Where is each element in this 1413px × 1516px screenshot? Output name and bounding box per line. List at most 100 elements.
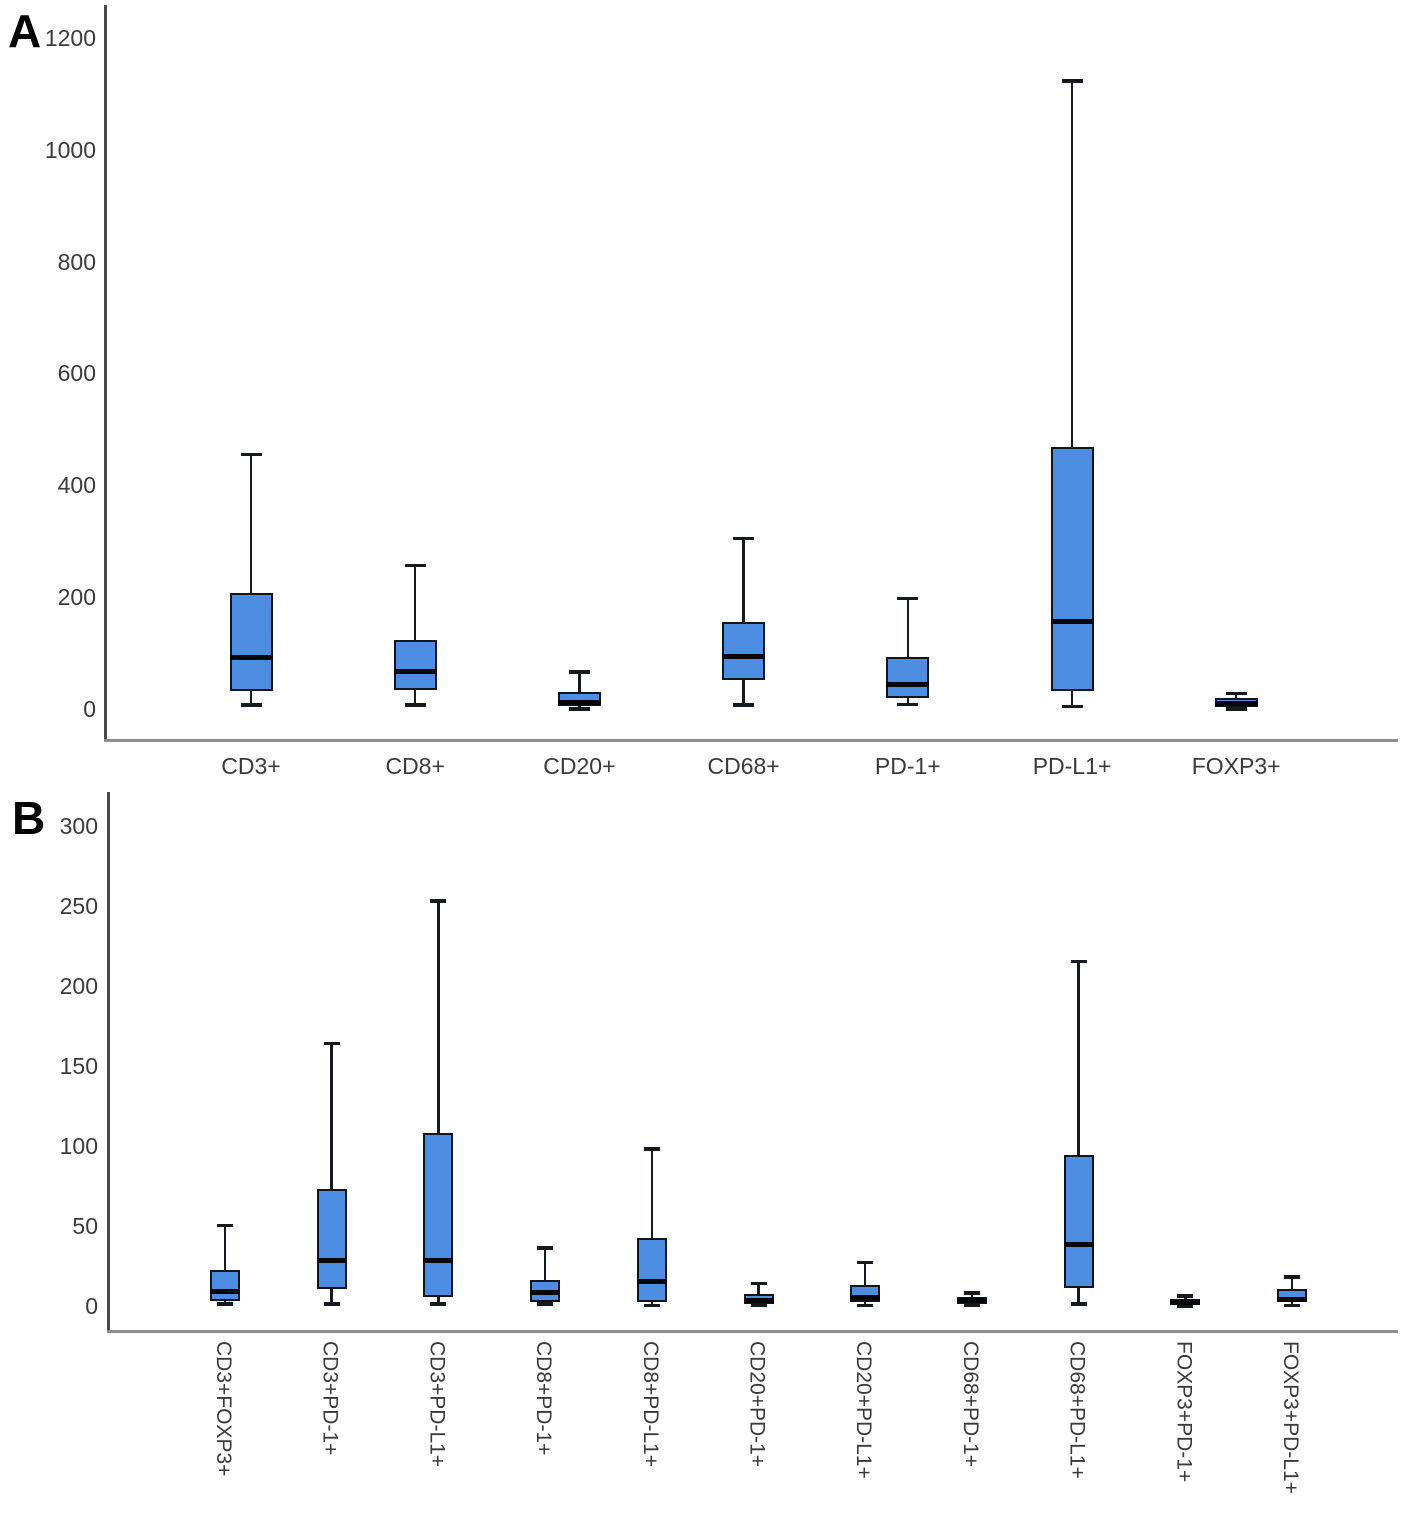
whisker-cap-high-CD68+PD-1+: [963, 1291, 980, 1295]
whisker-cap-high-CD3+: [240, 452, 262, 457]
iqr-box-CD3+FOXP3+: [210, 1270, 240, 1301]
y-axis-tick-label: 100: [59, 1133, 98, 1159]
whisker-line-CD20+PD-L1+: [863, 1262, 867, 1306]
whisker-cap-low-CD8+PD-1+: [537, 1302, 554, 1306]
x-axis-label-PD-L1+: PD-L1+: [1032, 753, 1112, 779]
median-line-CD3+PD-1+: [316, 1258, 347, 1264]
whisker-cap-high-CD3+PD-L1+: [430, 899, 447, 903]
median-line-CD20+: [557, 699, 601, 705]
whisker-cap-low-CD68+: [733, 703, 755, 707]
whisker-cap-high-FOXP3+PD-1+: [1177, 1294, 1194, 1298]
median-line-CD8+PD-L1+: [636, 1278, 667, 1284]
whisker-cap-low-CD20+PD-L1+: [857, 1303, 874, 1308]
whisker-cap-low-CD68+PD-1+: [963, 1303, 980, 1308]
x-axis-label-CD68+: CD68+: [707, 753, 780, 779]
y-axis-tick-label: 250: [59, 893, 98, 919]
whisker-cap-high-CD20+: [568, 670, 590, 674]
x-axis-label-CD20+PD-L1+: CD20+PD-L1+: [852, 1341, 876, 1479]
whisker-cap-low-CD20+PD-1+: [750, 1303, 767, 1308]
iqr-box-CD8+PD-L1+: [636, 1238, 667, 1303]
median-line-CD8+PD-1+: [530, 1290, 561, 1296]
median-line-FOXP3+PD-L1+: [1277, 1296, 1307, 1302]
whisker-line-CD8+PD-L1+: [650, 1148, 654, 1306]
iqr-box-CD3+: [229, 593, 273, 691]
whisker-line-CD8+: [413, 565, 417, 705]
whisker-cap-low-FOXP3+PD-1+: [1177, 1304, 1194, 1309]
whisker-cap-low-PD-L1+: [1061, 704, 1083, 709]
y-axis-tick-label: 0: [83, 696, 96, 722]
y-axis-line: [104, 5, 107, 740]
median-line-CD68+: [722, 653, 766, 659]
x-axis-line: [107, 1330, 1398, 1333]
iqr-box-CD68+PD-L1+: [1063, 1155, 1094, 1288]
median-line-PD-1+: [886, 682, 930, 688]
y-axis-tick-label: 800: [57, 248, 96, 275]
whisker-cap-low-CD68+PD-L1+: [1070, 1302, 1087, 1306]
whisker-cap-low-PD-1+: [897, 702, 919, 707]
x-axis-label-CD68+PD-1+: CD68+PD-1+: [958, 1341, 982, 1468]
x-axis-label-CD3+PD-L1+: CD3+PD-L1+: [425, 1341, 449, 1468]
whisker-line-CD68+PD-L1+: [1077, 961, 1080, 1304]
y-axis-tick-label: 150: [59, 1053, 98, 1079]
median-line-FOXP3+PD-1+: [1170, 1299, 1201, 1305]
whisker-cap-high-CD8+PD-1+: [537, 1246, 554, 1250]
median-line-PD-L1+: [1050, 618, 1094, 624]
y-axis-tick-label: 400: [57, 472, 96, 499]
median-line-CD3+: [229, 654, 273, 660]
median-line-CD68+PD-L1+: [1063, 1242, 1094, 1248]
x-axis-label-CD3+FOXP3+: CD3+FOXP3+: [212, 1341, 236, 1477]
median-line-CD20+PD-L1+: [850, 1294, 881, 1300]
x-axis-label-CD8+PD-1+: CD8+PD-1+: [532, 1341, 556, 1456]
iqr-box-PD-L1+: [1050, 447, 1094, 691]
x-axis-label-CD20+PD-1+: CD20+PD-1+: [745, 1341, 769, 1468]
median-line-CD3+PD-L1+: [423, 1258, 454, 1264]
whisker-line-CD3+: [249, 454, 253, 705]
iqr-box-CD8+: [393, 640, 437, 690]
whisker-cap-low-CD3+PD-L1+: [430, 1302, 447, 1306]
whisker-cap-high-CD68+PD-L1+: [1070, 959, 1087, 964]
whisker-cap-high-CD68+: [733, 536, 755, 541]
x-axis-label-CD3+: CD3+: [221, 753, 281, 779]
y-axis-tick-label: 600: [57, 360, 96, 387]
iqr-box-CD3+PD-1+: [316, 1188, 347, 1290]
iqr-box-PD-1+: [886, 656, 930, 699]
whisker-cap-high-CD20+PD-L1+: [857, 1260, 874, 1265]
whisker-cap-high-CD8+PD-L1+: [643, 1147, 660, 1151]
whisker-line-CD3+PD-L1+: [437, 900, 440, 1304]
y-axis-tick-label: 1000: [44, 136, 96, 163]
median-line-CD68+PD-1+: [956, 1298, 987, 1304]
whisker-cap-low-CD3+: [240, 703, 262, 707]
x-axis-label-CD20+: CD20+: [543, 753, 616, 779]
y-axis-line: [107, 792, 110, 1331]
iqr-box-CD68+: [722, 622, 766, 680]
whisker-cap-low-CD20+: [568, 707, 590, 711]
x-axis-label-CD8+: CD8+: [385, 753, 445, 779]
median-line-FOXP3+: [1214, 700, 1258, 706]
panel-a-letter: A: [8, 5, 42, 57]
x-axis-label-FOXP3+PD-L1+: FOXP3+PD-L1+: [1279, 1341, 1303, 1494]
y-axis-tick-label: 300: [59, 813, 98, 839]
x-axis-label-FOXP3+PD-1+: FOXP3+PD-1+: [1172, 1341, 1196, 1483]
y-axis-tick-label: 50: [72, 1213, 98, 1239]
median-line-CD20+PD-1+: [743, 1298, 774, 1304]
y-axis-tick-label: 200: [59, 973, 98, 999]
y-axis-tick-label: 1200: [44, 24, 96, 51]
whisker-line-CD3+FOXP3+: [223, 1225, 227, 1304]
x-axis-line: [104, 739, 1398, 742]
whisker-cap-high-CD20+PD-1+: [750, 1281, 767, 1285]
whisker-line-CD3+PD-1+: [330, 1043, 333, 1304]
whisker-cap-high-PD-1+: [897, 596, 919, 601]
x-axis-label-FOXP3+: FOXP3+: [1191, 753, 1281, 779]
whisker-line-CD20+: [578, 671, 581, 709]
x-axis-label-PD-1+: PD-1+: [874, 753, 941, 779]
iqr-box-CD3+PD-L1+: [423, 1132, 454, 1298]
whisker-line-PD-L1+: [1070, 80, 1074, 707]
whisker-line-PD-1+: [906, 598, 910, 705]
whisker-cap-high-CD8+: [404, 563, 426, 568]
y-axis-tick-label: 0: [85, 1293, 98, 1319]
y-axis-tick-label: 200: [57, 584, 96, 611]
whisker-cap-high-FOXP3+PD-L1+: [1284, 1275, 1300, 1279]
whisker-cap-low-CD8+PD-L1+: [643, 1303, 660, 1308]
whisker-line-CD68+: [742, 538, 745, 705]
